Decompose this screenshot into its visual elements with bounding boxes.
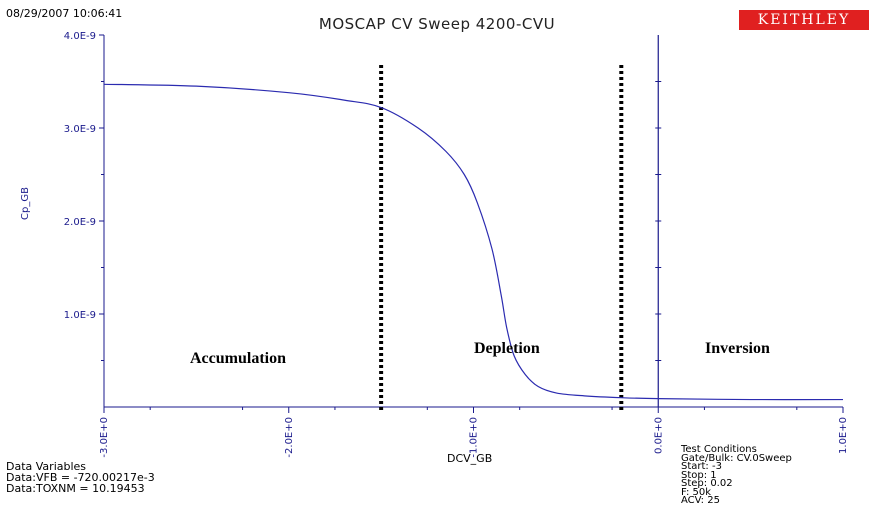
y-tick-label: 1.0E-9 [64,310,96,321]
x-tick-label: 1.0E+0 [838,417,849,454]
annotation-depletion: Depletion [474,340,540,357]
test-condition-line: F: 50k [681,486,712,498]
data-variables-header: Data Variables [6,460,87,473]
test-condition-line: Start: -3 [681,461,722,472]
timestamp: 08/29/2007 10:06:41 [6,7,123,20]
y-tick-label: 4.0E-9 [64,31,96,42]
x-tick-label: 0.0E+0 [653,417,664,454]
y-tick-label: 3.0E-9 [64,124,96,135]
data-variables: Data Variables Data:VFB = -720.00217e-3 … [6,461,155,494]
x-tick-label: -1.0E+0 [469,417,480,458]
annotation-inversion: Inversion [705,340,770,357]
chart-title: MOSCAP CV Sweep 4200-CVU [318,15,556,33]
test-condition-line: ACV: 25 [681,495,720,506]
test-condition-line: Step: 0.02 [681,478,733,489]
y-tick-label: 2.0E-9 [64,217,96,228]
test-conditions-header: Test Conditions [681,444,757,455]
y-axis-label: Cp_GB [20,187,31,220]
test-condition-line: Gate/Bulk: CV.0Sweep [681,452,792,464]
x-tick-label: -2.0E+0 [284,417,295,458]
annotation-accumulation: Accumulation [190,350,286,367]
test-condition-line: Stop: 1 [681,469,717,481]
data-variable-vfb: Data:VFB = -720.00217e-3 [6,471,155,484]
x-tick-label: -3.0E+0 [99,417,110,458]
keithley-logo: KEITHLEY [739,10,869,30]
x-axis-label: DCV_GB [447,452,493,465]
cp-gb-curve [103,83,844,401]
test-conditions: Test Conditions Gate/Bulk: CV.0Sweep Sta… [681,444,792,506]
data-variable-toxnm: Data:TOXNM = 10.19453 [6,482,145,495]
